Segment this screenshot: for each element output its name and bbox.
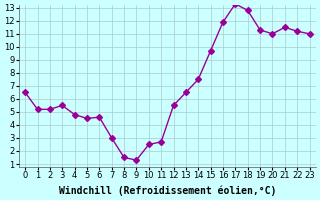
X-axis label: Windchill (Refroidissement éolien,°C): Windchill (Refroidissement éolien,°C) — [59, 185, 276, 196]
